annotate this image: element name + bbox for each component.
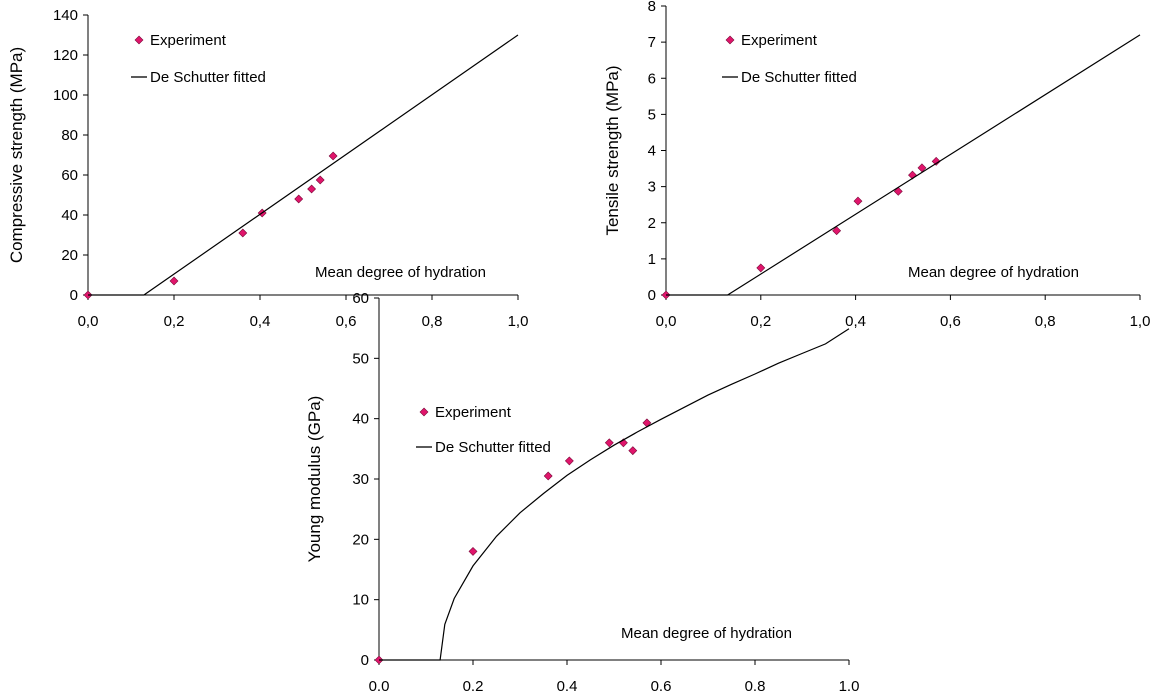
x-tick-label: 0,6 xyxy=(336,313,357,330)
x-tick-label: 0,4 xyxy=(250,313,271,330)
y-tick-label: 5 xyxy=(648,106,656,123)
data-point xyxy=(294,194,304,204)
data-point xyxy=(543,471,553,481)
y-tick-label: 60 xyxy=(61,167,78,184)
legend-label-experiment: Experiment xyxy=(435,404,512,421)
data-point xyxy=(564,456,574,466)
data-point xyxy=(853,196,863,206)
y-tick-label: 0 xyxy=(70,287,78,304)
data-point xyxy=(756,263,766,273)
tensile-strength-chart: 0 1 2 3 4 5 6 7 8 0,0 0,2 0,4 0,6 0,8 1,0 Tensile stren… xyxy=(603,0,1150,330)
data-point xyxy=(832,226,842,236)
x-tick-label: 0,8 xyxy=(422,313,443,330)
x-tick-label: 0.0 xyxy=(369,678,390,695)
x-tick-label: 0,2 xyxy=(164,313,185,330)
legend-label-experiment: Experiment xyxy=(150,32,227,49)
x-description-annotation: Mean degree of hydration xyxy=(908,264,1079,281)
fitted-line xyxy=(666,34,1141,296)
legend-marker-experiment xyxy=(725,35,735,45)
data-point xyxy=(238,228,248,238)
y-tick-label: 1 xyxy=(648,251,656,268)
x-description-annotation: Mean degree of hydration xyxy=(621,625,792,642)
x-tick-label: 0,6 xyxy=(940,313,961,330)
y-axis-title: Young modulus (GPa) xyxy=(305,396,324,563)
y-tick-label: 20 xyxy=(61,247,78,264)
y-tick-label: 100 xyxy=(53,87,78,104)
y-tick-label: 8 xyxy=(648,0,656,15)
data-point xyxy=(931,156,941,166)
data-point xyxy=(328,151,338,161)
y-tick-label: 40 xyxy=(61,207,78,224)
data-point xyxy=(628,446,638,456)
data-point xyxy=(468,546,478,556)
y-tick-label: 60 xyxy=(352,290,369,307)
y-tick-label: 120 xyxy=(53,47,78,64)
data-point xyxy=(604,438,614,448)
legend-label-experiment: Experiment xyxy=(741,32,818,49)
y-tick-label: 0 xyxy=(648,287,656,304)
x-tick-label: 0.6 xyxy=(651,678,672,695)
y-tick-label: 30 xyxy=(352,471,369,488)
legend-label-fitted: De Schutter fitted xyxy=(435,439,551,456)
legend-label-fitted: De Schutter fitted xyxy=(150,69,266,86)
legend-marker-experiment xyxy=(419,407,429,417)
x-tick-label: 1,0 xyxy=(508,313,529,330)
fitted-line xyxy=(88,34,519,296)
y-tick-label: 140 xyxy=(53,7,78,24)
x-tick-label: 0.8 xyxy=(745,678,766,695)
x-tick-label: 1.0 xyxy=(839,678,860,695)
y-tick-label: 4 xyxy=(648,143,656,160)
data-point xyxy=(169,276,179,286)
y-tick-label: 80 xyxy=(61,127,78,144)
y-axis-title: Tensile strength (MPa) xyxy=(603,65,622,235)
x-description-annotation: Mean degree of hydration xyxy=(315,264,486,281)
x-tick-label: 0,2 xyxy=(750,313,771,330)
data-point xyxy=(307,184,317,194)
y-tick-label: 20 xyxy=(352,531,369,548)
y-tick-label: 50 xyxy=(352,350,369,367)
y-tick-label: 6 xyxy=(648,70,656,87)
young-modulus-chart: 0 10 20 30 40 50 60 0.0 0.2 0.4 0.6 0.8 1.0 Young mod… xyxy=(305,290,859,695)
legend-label-fitted: De Schutter fitted xyxy=(741,69,857,86)
x-tick-label: 0.2 xyxy=(463,678,484,695)
x-tick-label: 0,8 xyxy=(1035,313,1056,330)
x-tick-label: 0,0 xyxy=(656,313,677,330)
x-tick-label: 0,4 xyxy=(845,313,866,330)
x-tick-label: 0,0 xyxy=(78,313,99,330)
y-tick-label: 0 xyxy=(361,652,369,669)
y-tick-label: 40 xyxy=(352,411,369,428)
y-tick-label: 10 xyxy=(352,592,369,609)
fitted-line xyxy=(379,328,850,661)
x-tick-label: 1,0 xyxy=(1130,313,1151,330)
x-tick-label: 0.4 xyxy=(557,678,578,695)
y-tick-label: 2 xyxy=(648,215,656,232)
y-axis-title: Compressive strength (MPa) xyxy=(7,47,26,263)
y-tick-label: 3 xyxy=(648,179,656,196)
legend-marker-experiment xyxy=(134,35,144,45)
compressive-strength-chart: 0 20 40 60 80 100 120 140 0,0 0,2 0,4 0,6 0,8 1,0 Comp… xyxy=(7,7,528,330)
data-point xyxy=(315,175,325,185)
y-tick-label: 7 xyxy=(648,34,656,51)
